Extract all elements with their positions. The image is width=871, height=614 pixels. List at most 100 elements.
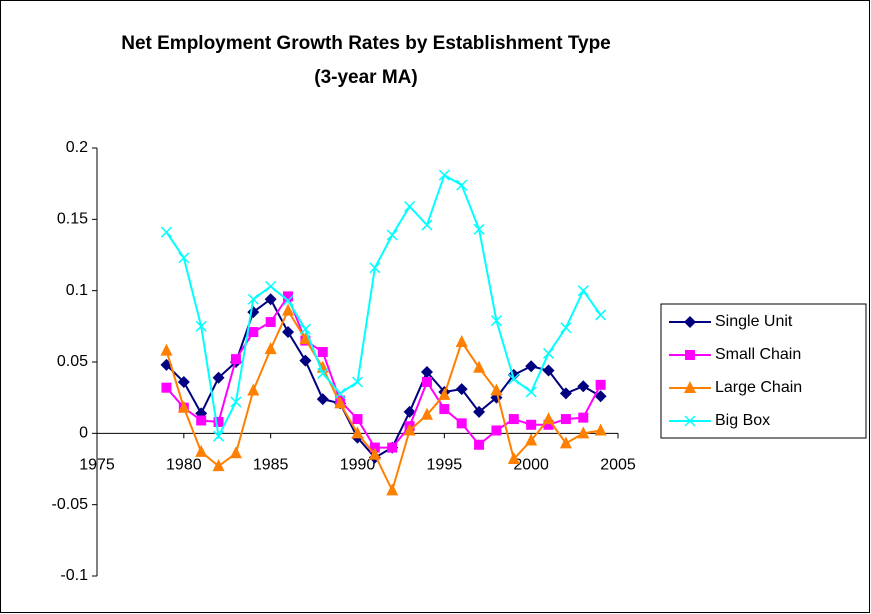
marker xyxy=(247,293,259,305)
x-tick-label: 1975 xyxy=(79,457,115,474)
marker xyxy=(473,405,486,418)
marker xyxy=(438,387,451,400)
marker xyxy=(525,433,538,446)
legend-label: Large Chain xyxy=(715,379,802,396)
x-tick-label: 1990 xyxy=(340,457,376,474)
marker xyxy=(248,327,259,338)
marker xyxy=(560,322,572,334)
marker xyxy=(455,383,468,396)
marker xyxy=(420,407,433,420)
marker xyxy=(299,332,312,345)
marker xyxy=(684,316,696,328)
marker xyxy=(577,426,590,439)
marker xyxy=(351,376,364,388)
marker xyxy=(684,381,696,393)
marker xyxy=(161,382,172,393)
marker xyxy=(508,373,520,385)
marker xyxy=(577,285,589,297)
marker xyxy=(178,252,190,264)
legend-box xyxy=(660,303,867,439)
marker xyxy=(473,360,486,373)
marker xyxy=(177,375,190,388)
marker xyxy=(195,444,208,457)
legend-label: Small Chain xyxy=(715,346,801,363)
marker xyxy=(525,360,538,373)
marker xyxy=(230,354,241,365)
marker xyxy=(560,414,571,425)
marker xyxy=(334,396,347,409)
x-tick-label: 2005 xyxy=(600,457,636,474)
marker xyxy=(386,229,398,241)
marker xyxy=(438,169,450,181)
marker xyxy=(212,371,225,384)
marker xyxy=(264,342,277,355)
marker xyxy=(369,262,381,274)
marker xyxy=(578,412,589,423)
marker xyxy=(473,223,485,235)
legend-label: Single Unit xyxy=(715,313,793,330)
marker xyxy=(543,347,555,359)
marker xyxy=(542,412,555,425)
marker xyxy=(559,387,572,400)
marker xyxy=(577,380,590,393)
marker xyxy=(213,430,225,442)
marker xyxy=(282,295,294,307)
marker xyxy=(264,293,277,306)
y-tick-label: -0.05 xyxy=(52,496,89,513)
marker xyxy=(334,387,346,399)
marker xyxy=(525,386,537,398)
marker xyxy=(160,343,173,356)
marker xyxy=(421,219,433,231)
marker xyxy=(213,416,224,427)
y-tick-label: 0.05 xyxy=(57,353,88,370)
marker xyxy=(177,400,190,413)
marker xyxy=(403,405,416,418)
marker xyxy=(455,335,468,348)
x-tick-label: 1980 xyxy=(166,457,202,474)
marker xyxy=(403,423,416,436)
y-tick-label: 0.15 xyxy=(57,211,88,228)
marker xyxy=(508,414,519,425)
marker xyxy=(195,320,207,332)
y-tick-label: -0.1 xyxy=(60,567,88,584)
y-tick-label: 0 xyxy=(79,425,88,442)
marker xyxy=(474,439,485,450)
y-tick-label: 0.2 xyxy=(66,139,88,156)
marker xyxy=(421,376,432,387)
marker xyxy=(265,317,276,328)
marker xyxy=(283,291,294,302)
marker xyxy=(317,347,328,358)
x-tick-label: 1995 xyxy=(427,457,463,474)
marker xyxy=(559,436,572,449)
y-tick-label: 0.1 xyxy=(66,282,88,299)
chart-subtitle: (3-year MA) xyxy=(314,67,417,88)
marker xyxy=(229,446,242,459)
marker xyxy=(490,383,503,396)
marker xyxy=(386,483,399,496)
marker xyxy=(594,390,607,403)
marker xyxy=(247,383,260,396)
marker xyxy=(543,419,554,430)
marker xyxy=(685,350,695,360)
marker xyxy=(282,303,295,316)
marker xyxy=(282,326,295,339)
marker xyxy=(595,379,606,390)
marker xyxy=(595,309,607,321)
marker xyxy=(420,365,433,378)
marker xyxy=(352,414,363,425)
marker xyxy=(594,423,607,436)
marker xyxy=(456,418,467,429)
marker xyxy=(439,404,450,415)
x-tick-label: 2000 xyxy=(513,457,549,474)
marker xyxy=(299,323,311,335)
marker xyxy=(212,459,225,472)
marker xyxy=(404,200,416,213)
x-tick-label: 1985 xyxy=(253,457,289,474)
marker xyxy=(490,315,502,327)
marker xyxy=(542,364,555,377)
marker xyxy=(299,354,312,367)
marker xyxy=(507,452,520,465)
marker xyxy=(684,415,696,427)
marker xyxy=(351,426,364,439)
